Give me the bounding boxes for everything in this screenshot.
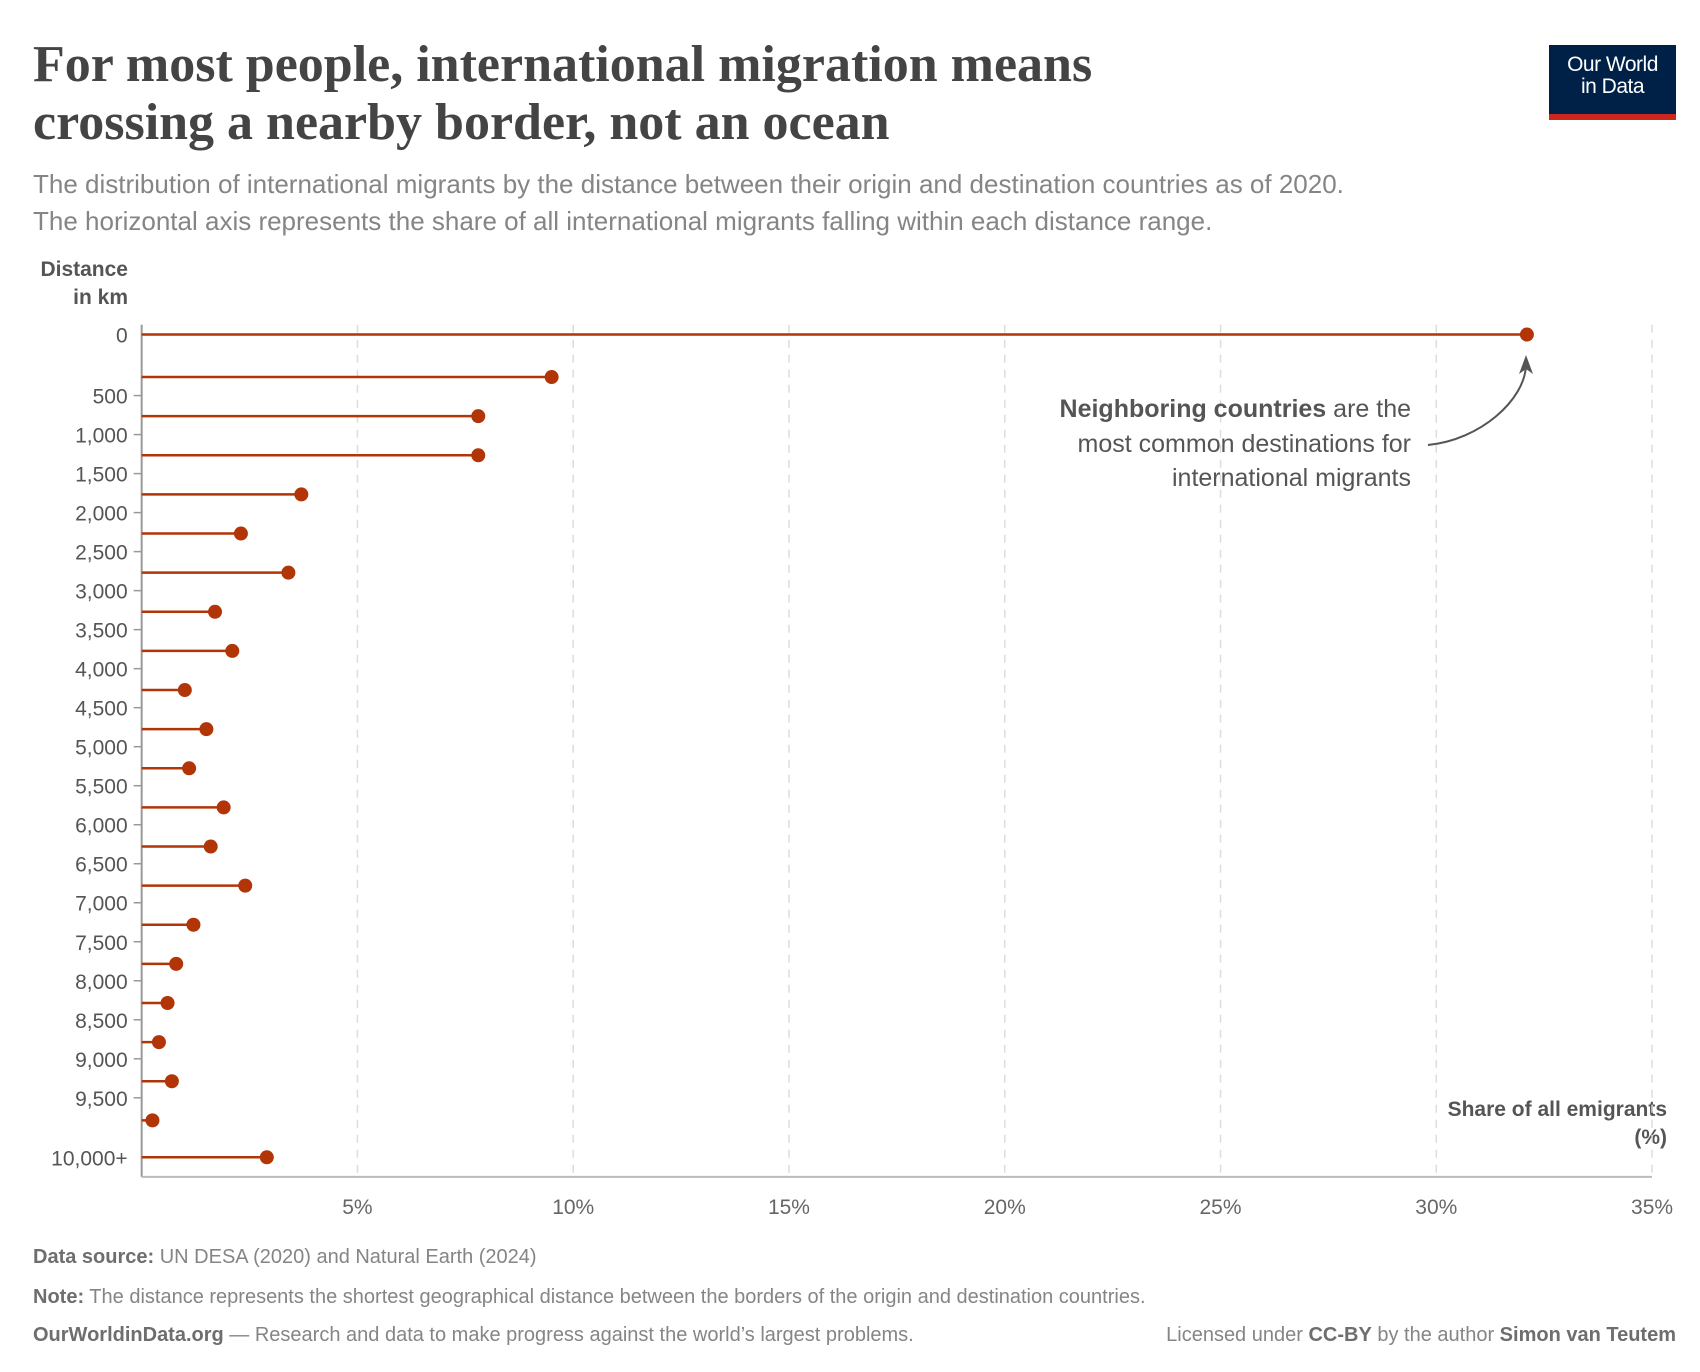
lollipop-dot — [145, 1113, 160, 1128]
y-tick-label: 8,000 — [75, 971, 128, 994]
lollipop-chart: Distance in km Share of all emigrants (%… — [40, 258, 1673, 1219]
license-link[interactable]: CC-BY — [1308, 1324, 1372, 1346]
lollipop-dot — [164, 1074, 179, 1089]
y-tick-label: 2,000 — [75, 503, 128, 526]
subtitle-line-1: The distribution of international migran… — [33, 169, 1344, 199]
x-axis-label-line-1: Share of all emigrants — [1448, 1098, 1667, 1121]
lollipop-dot — [238, 878, 253, 893]
data-source: Data source: UN DESA (2020) and Natural … — [33, 1246, 537, 1268]
y-tick-label: 4,500 — [75, 698, 128, 721]
chart-title: For most people, international migration… — [33, 36, 1093, 151]
lollipop-dot — [233, 526, 248, 541]
annotation-line-1: Neighboring countries are the — [1060, 395, 1411, 423]
lollipop-dot — [160, 996, 175, 1010]
lollipop-dot — [203, 839, 218, 854]
chart-subtitle: The distribution of international migran… — [33, 166, 1633, 240]
annotation-arrow — [1427, 364, 1527, 446]
x-tick-label: 5% — [342, 1196, 372, 1219]
y-tick-label: 2,500 — [75, 542, 128, 565]
lollipop-dot — [1519, 327, 1534, 342]
y-tick-label: 1,500 — [75, 464, 128, 487]
lollipop-dot — [225, 643, 240, 658]
lollipop-dot — [186, 917, 201, 932]
y-tick-label: 3,500 — [75, 620, 128, 643]
annotation: Neighboring countries are the most commo… — [1060, 355, 1533, 492]
lollipop-dot — [208, 604, 223, 619]
y-tick-label: 7,500 — [75, 932, 128, 955]
y-tick-label: 3,000 — [75, 581, 128, 604]
lollipop-dot — [281, 565, 296, 580]
y-tick-label: 9,500 — [75, 1088, 128, 1111]
logo-line-1: Our World — [1567, 53, 1658, 76]
y-tick-label: 10,000+ — [51, 1147, 128, 1170]
lollipop-dot — [177, 683, 192, 698]
arrow-head-icon — [1519, 355, 1533, 374]
x-tick-label: 10% — [552, 1196, 594, 1219]
subtitle-line-2: The horizontal axis represents the share… — [33, 206, 1213, 236]
y-tick-label: 500 — [93, 386, 128, 409]
site-link[interactable]: OurWorldinData.org — [33, 1324, 224, 1346]
y-tick-label: 6,000 — [75, 815, 128, 838]
license: Licensed under CC-BY by the author Simon… — [1166, 1324, 1676, 1346]
x-tick-label: 30% — [1415, 1196, 1457, 1219]
lollipop-dot — [544, 370, 559, 385]
y-tick-label: 9,000 — [75, 1049, 128, 1072]
lollipop-dot — [471, 409, 486, 424]
lollipop-dot — [471, 448, 486, 463]
annotation-line-3: international migrants — [1172, 464, 1411, 492]
y-tick-label: 7,000 — [75, 893, 128, 916]
y-tick-label: 8,500 — [75, 1010, 128, 1033]
note: Note: The distance represents the shorte… — [33, 1286, 1146, 1308]
y-axis-label-line-2: in km — [73, 286, 128, 309]
x-tick-label: 25% — [1199, 1196, 1241, 1219]
x-tick-label: 35% — [1631, 1196, 1673, 1219]
lollipop-dot — [259, 1150, 274, 1165]
y-tick-label: 4,000 — [75, 659, 128, 682]
lollipop-dot — [169, 956, 184, 971]
logo-line-2: in Data — [1580, 75, 1645, 98]
owid-logo[interactable]: Our World in Data — [1549, 45, 1676, 120]
y-axis-label-line-1: Distance — [40, 258, 128, 281]
y-tick-label: 6,500 — [75, 854, 128, 877]
lollipop-dot — [199, 722, 214, 737]
y-tick-label: 5,000 — [75, 737, 128, 760]
lollipop-dot — [151, 1035, 166, 1050]
x-axis-label-line-2: (%) — [1634, 1126, 1667, 1149]
y-tick-label: 1,000 — [75, 425, 128, 448]
lollipop-dot — [216, 800, 231, 815]
y-tick-label: 0 — [116, 325, 128, 348]
site-tagline: OurWorldinData.org — Research and data t… — [33, 1324, 914, 1346]
y-tick-label: 5,500 — [75, 776, 128, 799]
x-tick-label: 20% — [984, 1196, 1026, 1219]
lollipop-dot — [182, 761, 197, 776]
x-tick-label: 15% — [768, 1196, 810, 1219]
lollipop-dot — [294, 487, 309, 502]
annotation-line-2: most common destinations for — [1078, 430, 1411, 458]
